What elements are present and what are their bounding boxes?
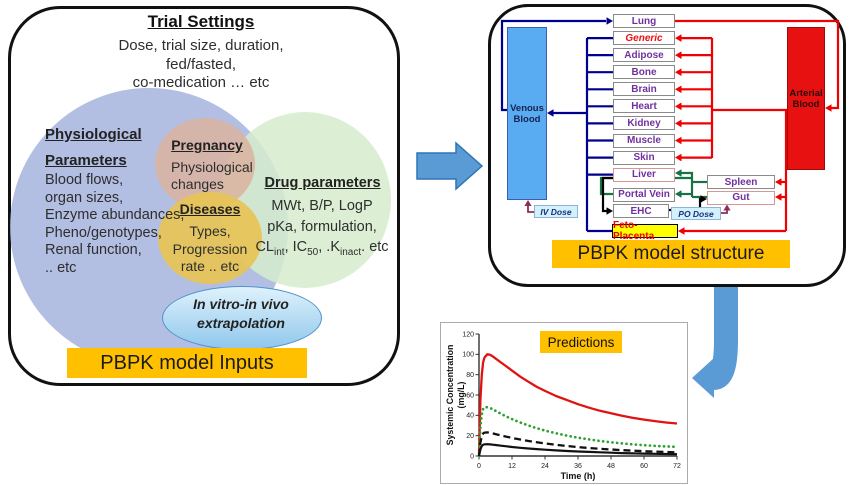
flow-arrowhead-icon bbox=[675, 85, 682, 94]
flow-arrowhead-icon bbox=[675, 190, 682, 198]
flow-line bbox=[721, 210, 728, 214]
x-tick-label: 12 bbox=[508, 463, 516, 470]
organ-box-liver: Liver bbox=[613, 167, 675, 182]
ivive-text: In vitro-in vivo extrapolation bbox=[193, 296, 289, 331]
iv-dose-box: IV Dose bbox=[534, 205, 578, 218]
pregnancy-heading: Pregnancy bbox=[171, 137, 243, 153]
structure-to-predictions-arrow-icon bbox=[709, 279, 738, 390]
pbpk-model-structure-label: PBPK model structure bbox=[552, 240, 790, 268]
flow-arrowhead-icon bbox=[675, 102, 682, 111]
flow-line bbox=[500, 19, 606, 112]
po-dose-box: PO Dose bbox=[671, 207, 721, 220]
y-tick-label: 0 bbox=[470, 453, 474, 460]
arterial-blood-compartment: Arterial Blood bbox=[787, 27, 825, 170]
flow-line bbox=[681, 171, 694, 197]
flow-arrowhead-icon bbox=[675, 34, 682, 42]
organ-box-heart: Heart bbox=[613, 99, 675, 114]
diseases-text: Types, Progression rate .. etc bbox=[172, 223, 248, 274]
organ-box-bone: Bone bbox=[613, 65, 675, 80]
series-green-dotted bbox=[477, 405, 679, 458]
predictions-plot: 0 20 40 60 80 100 120 0 12 24 36 48 60 72 Time (h) Syst… bbox=[445, 331, 681, 481]
flow-line bbox=[527, 205, 534, 213]
venous-blood-compartment: Venous Blood bbox=[507, 27, 547, 200]
organ-box-adipose: Adipose bbox=[613, 48, 675, 63]
flow-arrowhead-icon bbox=[678, 227, 685, 235]
flow-arrowhead-icon bbox=[675, 68, 682, 77]
predictions-title: Predictions bbox=[540, 331, 622, 353]
structure-to-predictions-arrowhead-icon bbox=[692, 358, 714, 398]
x-tick-label: 36 bbox=[574, 463, 582, 470]
y-tick-label: 60 bbox=[466, 392, 474, 399]
flow-arrowhead-icon bbox=[675, 169, 682, 177]
drug-parameters-heading: Drug parameters bbox=[264, 175, 381, 191]
flow-line bbox=[601, 176, 613, 213]
y-axis-label-line2: (mg/L) bbox=[456, 381, 466, 408]
flow-arrowhead-icon bbox=[775, 193, 782, 201]
y-tick-label: 120 bbox=[462, 331, 474, 338]
diseases-heading: Diseases bbox=[179, 201, 241, 217]
feto-placenta-box: Feto-Placenta bbox=[612, 220, 678, 242]
trial-settings-title: Trial Settings bbox=[147, 12, 255, 31]
spleen-box: Spleen bbox=[707, 175, 775, 189]
x-axis-label: Time (h) bbox=[561, 471, 596, 481]
x-tick-label: 60 bbox=[640, 463, 648, 470]
y-axis-label-line1: Systemic Concentration bbox=[445, 345, 455, 446]
pregnancy-text: Physiological changes bbox=[171, 159, 253, 192]
drug-parameters-text: MWt, B/P, LogP pKa, formulation, CLint, … bbox=[255, 198, 389, 258]
y-tick-label: 80 bbox=[466, 372, 474, 379]
flow-arrowhead-icon bbox=[675, 51, 682, 59]
organ-box-brain: Brain bbox=[613, 82, 675, 97]
flow-arrowhead-icon bbox=[675, 136, 682, 145]
flow-arrowhead-icon bbox=[675, 119, 682, 128]
y-tick-label: 20 bbox=[466, 433, 474, 440]
flow-arrowhead-icon bbox=[700, 195, 707, 203]
y-tick-label: 40 bbox=[466, 413, 474, 420]
physiological-items: Blood flows, organ sizes, Enzyme abundan… bbox=[45, 172, 185, 276]
series-black-dashed bbox=[477, 431, 678, 457]
series-black-solid bbox=[477, 443, 678, 457]
diseases-circle bbox=[158, 192, 262, 284]
left-to-right-arrow-icon bbox=[416, 141, 484, 191]
x-tick-label: 48 bbox=[607, 463, 615, 470]
flow-arrowhead-icon bbox=[675, 153, 682, 162]
y-tick-label: 100 bbox=[462, 352, 474, 359]
physiological-heading: Physiological Parameters bbox=[45, 126, 142, 169]
x-tick-label: 72 bbox=[673, 463, 681, 470]
flow-arrowhead-icon bbox=[825, 104, 832, 112]
flow-arrowhead-icon bbox=[606, 17, 613, 25]
x-tick-label: 24 bbox=[541, 463, 549, 470]
organ-box-skin: Skin bbox=[613, 150, 675, 165]
flow-arrowhead-icon bbox=[524, 200, 532, 206]
organ-box-kidney: Kidney bbox=[613, 116, 675, 131]
organ-box-lung: Lung bbox=[613, 14, 675, 28]
flow-arrowhead-icon bbox=[775, 178, 782, 186]
flow-arrowhead-icon bbox=[723, 204, 731, 211]
x-tick-label: 0 bbox=[477, 463, 481, 470]
flow-arrowhead-icon bbox=[547, 109, 554, 117]
pbpk-model-inputs-label: PBPK model Inputs bbox=[67, 348, 307, 378]
trial-settings-subtitle: Dose, trial size, duration, fed/fasted, … bbox=[118, 37, 284, 91]
organ-box-muscle: Muscle bbox=[613, 133, 675, 148]
flow-arrowhead-icon bbox=[606, 207, 613, 215]
ehc-box: EHC bbox=[613, 204, 669, 218]
organ-box-generic: Generic bbox=[613, 31, 675, 46]
flow-line bbox=[675, 19, 840, 110]
series-red-solid bbox=[477, 353, 678, 457]
portal-vein-box: Portal Vein bbox=[613, 188, 675, 202]
gut-box: Gut bbox=[707, 191, 775, 205]
